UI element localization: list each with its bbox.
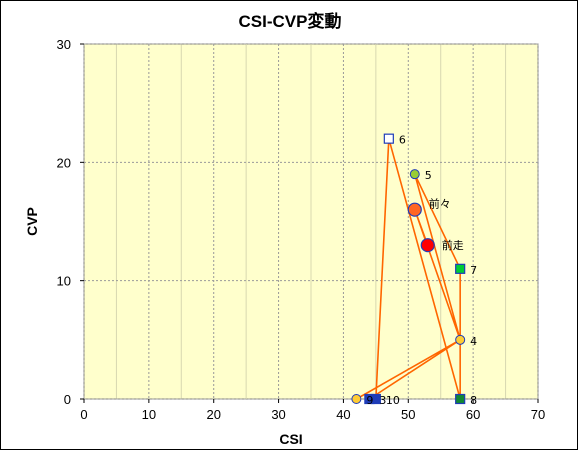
y-tick-label: 20 [57, 155, 71, 170]
point-label-7: 7 [470, 264, 477, 277]
x-tick-label: 40 [336, 407, 350, 422]
marker-6 [383, 133, 394, 144]
marker-前走 [420, 238, 435, 253]
x-tick-label: 30 [271, 407, 285, 422]
point-label-6: 6 [399, 134, 406, 147]
x-tick-label: 50 [401, 407, 415, 422]
x-tick-label: 60 [466, 407, 480, 422]
point-label-3: 3 [379, 394, 386, 407]
marker-8 [455, 393, 466, 405]
point-label-10: 10 [386, 394, 400, 407]
x-tick-label: 70 [531, 407, 545, 422]
y-tick-label: 30 [57, 37, 71, 52]
point-label-4: 4 [470, 335, 477, 348]
y-tick-label: 10 [57, 274, 71, 289]
marker-前々 [407, 202, 422, 217]
point-label-9: 9 [366, 394, 373, 407]
marker-5 [409, 169, 420, 180]
data-markers [351, 133, 466, 405]
point-label-前々: 前々 [429, 197, 451, 211]
x-tick-label: 0 [80, 407, 87, 422]
y-tick-label: 0 [64, 392, 71, 407]
chart-title: CSI-CVP変動 [239, 11, 342, 31]
point-label-前走: 前走 [442, 238, 464, 252]
x-tick-label: 10 [142, 407, 156, 422]
x-tick-label: 20 [206, 407, 220, 422]
x-axis-title: CSI [279, 431, 302, 447]
marker-10 [370, 393, 381, 405]
marker-7 [455, 263, 466, 274]
y-axis-title: CVP [24, 207, 40, 236]
grid-lines [80, 43, 539, 403]
tick-labels: 0 10 20 30 40 50 60 70 0 10 20 30 [57, 37, 546, 422]
point-label-8: 8 [470, 394, 477, 407]
marker-4 [455, 334, 466, 345]
point-label-5: 5 [425, 169, 432, 182]
marker-9 [351, 394, 362, 404]
